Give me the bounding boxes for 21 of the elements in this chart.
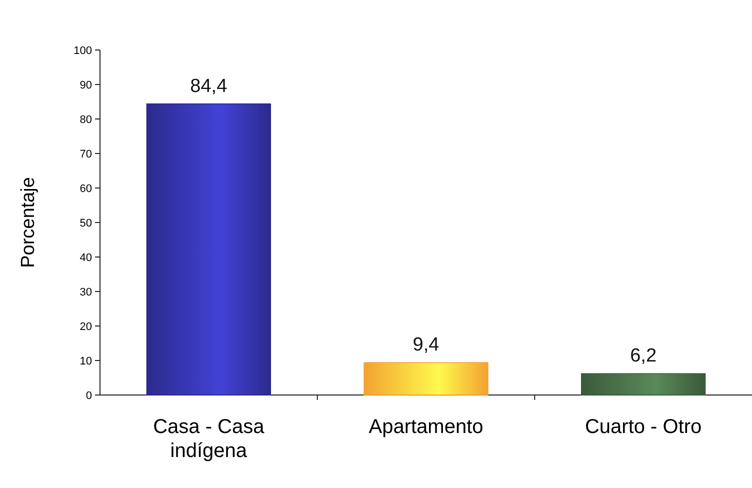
bar	[364, 362, 488, 396]
data-label: 84,4	[190, 76, 228, 97]
y-tick-label: 80	[80, 114, 92, 126]
y-tick-label: 90	[80, 79, 92, 92]
data-label: 6,2	[630, 346, 657, 367]
bar	[580, 373, 706, 396]
y-tick-label: 70	[80, 148, 92, 160]
y-tick-label: 0	[86, 390, 92, 402]
y-tick-label: 60	[80, 182, 92, 195]
y-axis-title: Porcentaje	[18, 177, 39, 268]
y-tick-label: 30	[80, 286, 92, 298]
x-tick-label: Casa - Casa indígena	[153, 416, 266, 462]
data-label: 9,4	[412, 334, 440, 356]
bar	[146, 103, 272, 396]
y-tick-label: 50	[80, 217, 92, 230]
x-tick-label: Cuarto - Otro	[584, 416, 702, 438]
x-tick-label: Apartamento	[368, 416, 484, 438]
y-tick-label: 40	[80, 252, 92, 264]
y-tick-label: 100	[74, 44, 92, 57]
y-tick-label: 20	[80, 320, 92, 333]
y-tick-label: 10	[80, 355, 92, 368]
